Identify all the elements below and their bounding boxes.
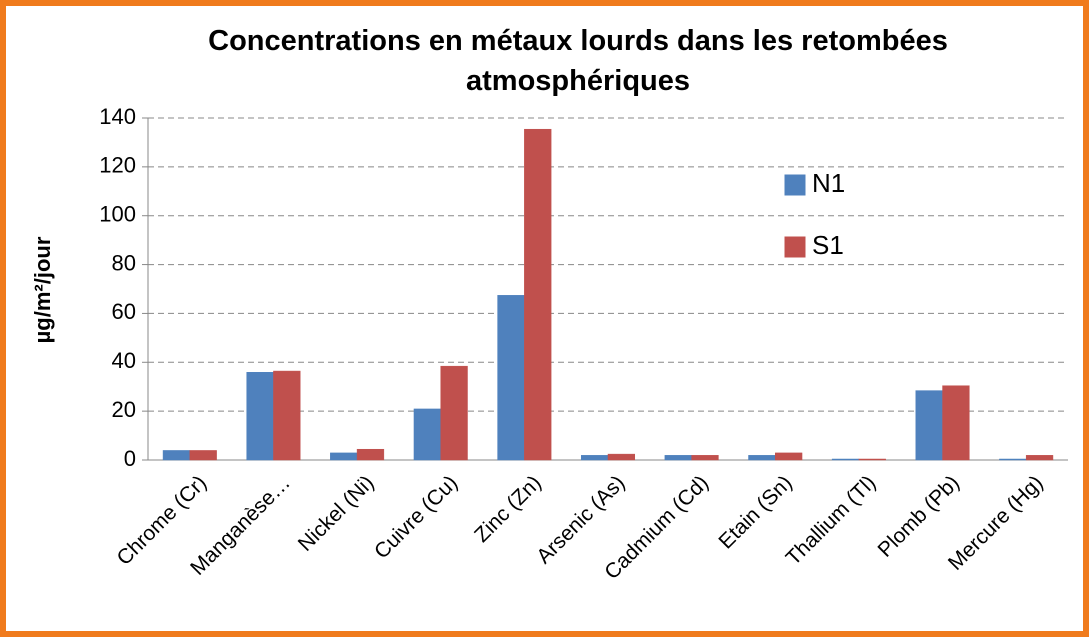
- bar: [162, 450, 191, 461]
- bar: [189, 450, 217, 461]
- bar: [915, 390, 943, 461]
- bar: [330, 452, 358, 461]
- chart-title: Concentrations en métaux lourds dans les…: [208, 25, 948, 97]
- bar: [691, 455, 719, 461]
- bar: [607, 453, 636, 461]
- bar: [524, 128, 552, 461]
- bar: [831, 458, 860, 461]
- y-axis-label: µg/m²/jour: [30, 236, 55, 343]
- bar: [356, 448, 385, 461]
- bar: [440, 365, 468, 461]
- bar: [1025, 455, 1054, 461]
- bar: [942, 385, 970, 461]
- y-tick-label: 100: [99, 202, 136, 227]
- y-tick-label: 120: [99, 153, 136, 178]
- legend-swatch: [784, 236, 806, 258]
- y-tick-label: 60: [112, 299, 136, 324]
- y-tick-label: 80: [112, 250, 136, 275]
- bar: [273, 370, 301, 461]
- legend-swatch: [784, 174, 806, 196]
- y-tick-label: 20: [112, 397, 136, 422]
- y-tick-label: 140: [99, 104, 136, 129]
- bar: [246, 372, 274, 461]
- bar: [497, 295, 525, 461]
- y-tick-label: 40: [112, 348, 136, 373]
- bar: [664, 455, 692, 461]
- bar: [748, 455, 776, 461]
- y-tick-label: 0: [124, 446, 136, 471]
- bar: [413, 408, 441, 461]
- bar: [775, 452, 803, 461]
- bar: [580, 455, 609, 461]
- legend-label: S1: [812, 230, 844, 260]
- bar: [999, 458, 1027, 461]
- bar: [858, 458, 886, 461]
- legend-label: N1: [812, 168, 845, 198]
